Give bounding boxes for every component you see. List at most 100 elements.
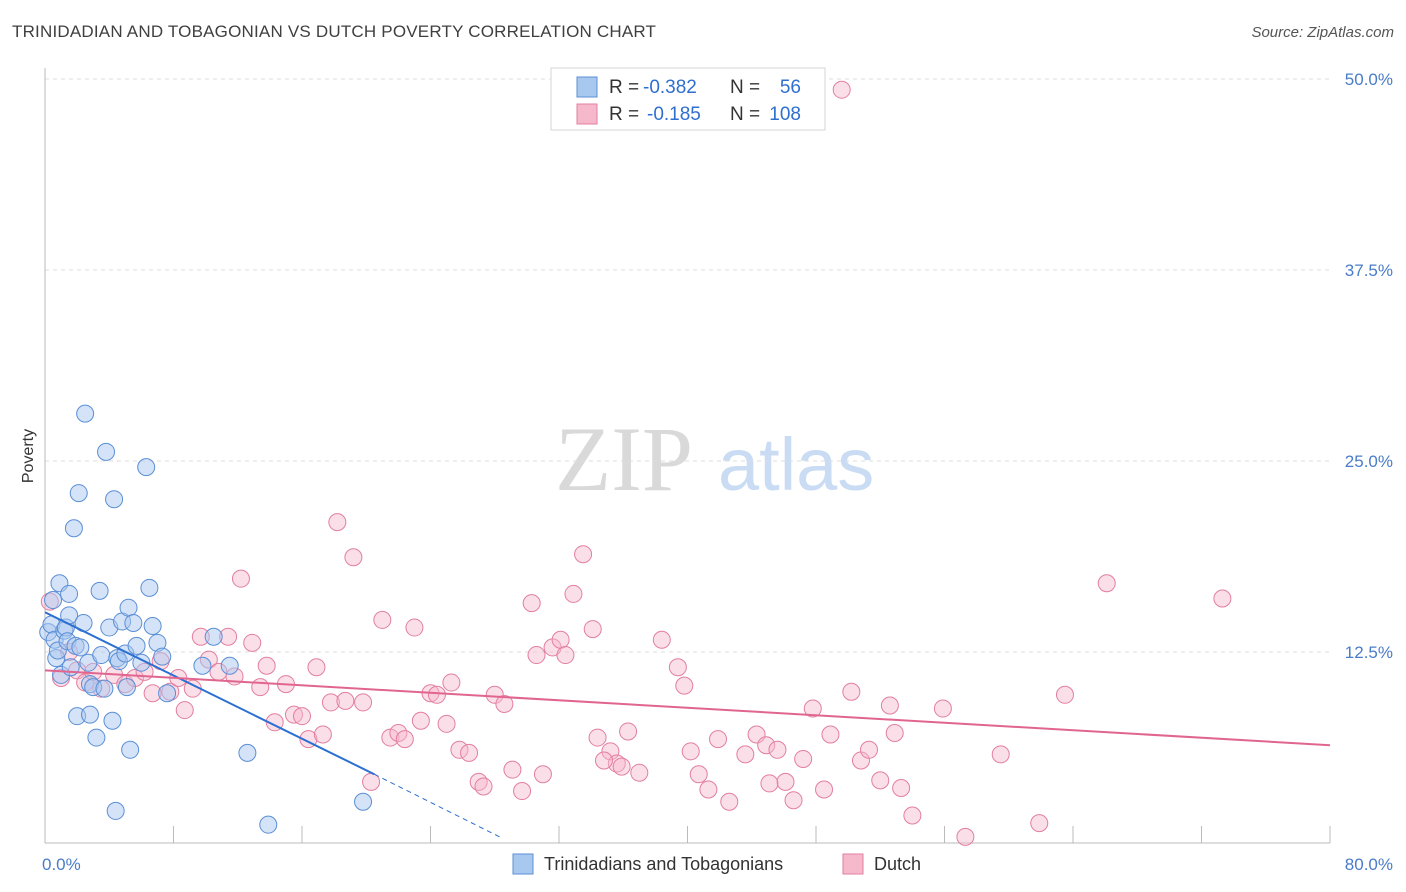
data-point-dutch [344, 548, 363, 567]
data-point-dutch [1213, 589, 1232, 608]
data-point-dutch [815, 780, 834, 799]
watermark-atlas: atlas [718, 423, 874, 506]
data-point-trinidadian [64, 519, 83, 538]
data-point-trinidadian [238, 743, 257, 762]
data-point-dutch [933, 699, 952, 718]
data-point-dutch [395, 730, 414, 749]
data-point-trinidadian [69, 484, 88, 503]
data-point-trinidadian [140, 578, 159, 597]
data-point-trinidadian [153, 647, 172, 666]
data-point-trinidadian [220, 656, 239, 675]
data-point-dutch [709, 730, 728, 749]
trend-line-trinidadian-extension [374, 773, 504, 839]
data-point-trinidadian [60, 584, 79, 603]
data-point-dutch [460, 743, 479, 762]
data-point-dutch [437, 714, 456, 733]
data-point-dutch [892, 778, 911, 797]
data-point-dutch [675, 676, 694, 695]
y-tick-label: 50.0% [1345, 70, 1393, 89]
data-point-dutch [336, 691, 355, 710]
data-point-dutch [760, 774, 779, 793]
data-point-trinidadian [121, 740, 140, 759]
data-point-dutch [574, 545, 593, 564]
data-point-trinidadian [71, 638, 90, 657]
data-point-trinidadian [106, 801, 125, 820]
data-point-dutch [619, 722, 638, 741]
data-point-dutch [251, 678, 270, 697]
data-point-dutch [757, 736, 776, 755]
data-point-dutch [1055, 685, 1074, 704]
legend-swatch-blue [576, 76, 598, 98]
data-point-dutch [689, 765, 708, 784]
data-point-trinidadian [87, 728, 106, 747]
data-point-dutch [450, 740, 469, 759]
data-point-dutch [474, 777, 493, 796]
data-point-dutch [588, 728, 607, 747]
data-point-trinidadian [354, 792, 373, 811]
data-point-dutch [871, 771, 890, 790]
data-point-trinidadian [119, 598, 138, 617]
data-point-dutch [522, 594, 541, 613]
data-point-dutch [485, 685, 504, 704]
x-tick-label-max: 80.0% [1345, 855, 1393, 874]
data-point-dutch [956, 827, 975, 846]
data-point-dutch [630, 763, 649, 782]
legend-n-value-1: 56 [780, 77, 801, 98]
data-point-dutch [564, 584, 583, 603]
data-point-dutch [612, 757, 631, 776]
bottom-legend-swatch-pink [842, 853, 864, 875]
data-point-dutch [556, 646, 575, 665]
trend-line-trinidadian [44, 611, 375, 776]
data-point-dutch [321, 693, 340, 712]
y-axis-label: Poverty [20, 429, 37, 483]
series-trinidadians [39, 404, 373, 834]
x-tick-labels: 0.0% 80.0% [42, 855, 1393, 874]
legend-r-label-2: R = [609, 104, 639, 125]
data-point-dutch [313, 725, 332, 744]
trend-lines [44, 611, 1331, 839]
bottom-legend-label-2: Dutch [874, 854, 921, 874]
data-point-trinidadian [117, 678, 136, 697]
data-point-dutch [257, 656, 276, 675]
data-point-trinidadian [90, 581, 109, 600]
data-point-dutch [411, 711, 430, 730]
data-point-dutch [736, 745, 755, 764]
data-point-dutch [175, 701, 194, 720]
data-point-dutch [821, 725, 840, 744]
data-point-dutch [243, 633, 262, 652]
data-point-dutch [652, 630, 671, 649]
data-point-trinidadian [143, 617, 162, 636]
data-point-dutch [405, 618, 424, 637]
watermark-zip: ZIP [555, 408, 693, 510]
watermark: ZIP atlas [555, 408, 874, 510]
data-point-trinidadian [124, 613, 143, 632]
bottom-legend-label-1: Trinidadians and Tobagonians [544, 854, 783, 874]
data-point-trinidadian [44, 591, 63, 610]
x-tick-label-min: 0.0% [42, 855, 81, 874]
data-point-dutch [231, 569, 250, 588]
legend-n-value-2: 108 [769, 104, 801, 125]
data-point-dutch [551, 630, 570, 649]
data-point-trinidadian [80, 705, 99, 724]
chart-title: TRINIDADIAN AND TOBAGONIAN VS DUTCH POVE… [12, 22, 657, 41]
data-point-dutch [1097, 574, 1116, 593]
legend-r-value-2: -0.185 [647, 104, 701, 125]
data-point-dutch [699, 780, 718, 799]
data-point-trinidadian [259, 815, 278, 834]
data-point-dutch [373, 610, 392, 629]
y-tick-label: 12.5% [1345, 643, 1393, 662]
correlation-legend: R = -0.382 N = 56 R = -0.185 N = 108 [550, 67, 826, 131]
data-point-dutch [427, 685, 446, 704]
data-point-dutch [307, 658, 326, 677]
data-point-dutch [803, 699, 822, 718]
trend-line-dutch [44, 669, 1331, 747]
legend-r-value-1: -0.382 [643, 77, 697, 98]
data-point-dutch [293, 707, 311, 726]
data-point-dutch [768, 740, 787, 759]
data-point-trinidadian [97, 442, 116, 461]
legend-n-label-2: N = [730, 104, 760, 125]
data-point-dutch [860, 740, 879, 759]
data-point-dutch [354, 693, 373, 712]
data-point-dutch [776, 772, 795, 791]
